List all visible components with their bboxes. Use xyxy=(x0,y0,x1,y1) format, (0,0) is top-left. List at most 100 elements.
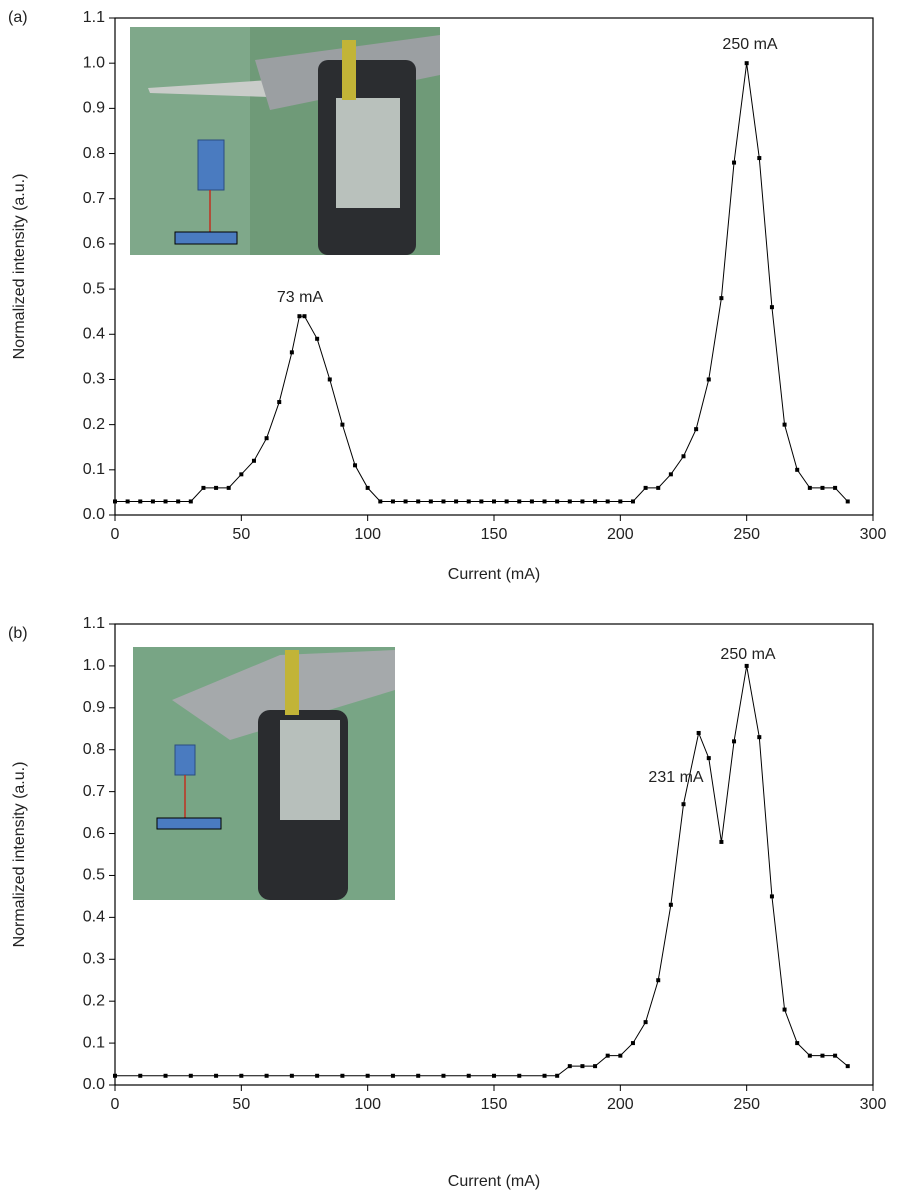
data-point xyxy=(807,485,812,490)
data-point xyxy=(668,902,673,907)
data-point xyxy=(214,485,219,490)
data-point xyxy=(833,1053,838,1058)
y-tick-label: 0.6 xyxy=(83,235,105,252)
data-point xyxy=(681,454,686,459)
y-tick-label: 0.3 xyxy=(83,371,105,388)
y-tick-label: 1.0 xyxy=(83,657,105,674)
data-point xyxy=(289,1073,294,1078)
y-axis-label: Normalized intensity (a.u.) xyxy=(11,174,28,360)
data-point xyxy=(201,485,206,490)
x-tick-label: 200 xyxy=(607,526,634,543)
annotation: 250 mA xyxy=(722,36,777,53)
data-point xyxy=(618,1053,623,1058)
data-point xyxy=(214,1073,219,1078)
data-point xyxy=(315,1073,320,1078)
data-point xyxy=(297,314,302,319)
y-tick-label: 0.0 xyxy=(83,506,105,523)
data-point xyxy=(605,1053,610,1058)
data-point xyxy=(416,499,421,504)
data-point xyxy=(277,400,282,405)
x-tick-label: 250 xyxy=(733,1096,760,1113)
data-point xyxy=(769,894,774,899)
data-point xyxy=(188,499,193,504)
data-point xyxy=(769,305,774,310)
data-point xyxy=(643,1020,648,1025)
data-point xyxy=(555,1073,560,1078)
data-point xyxy=(138,499,143,504)
data-point xyxy=(542,1073,547,1078)
data-point xyxy=(466,1073,471,1078)
data-point xyxy=(757,156,762,161)
y-tick-label: 0.4 xyxy=(83,909,105,926)
data-point xyxy=(264,436,269,441)
data-point xyxy=(656,978,661,983)
y-tick-label: 0.2 xyxy=(83,416,105,433)
data-point xyxy=(378,499,383,504)
y-tick-label: 0.0 xyxy=(83,1076,105,1093)
x-tick-label: 100 xyxy=(354,526,381,543)
x-tick-label: 150 xyxy=(481,526,508,543)
data-point xyxy=(820,485,825,490)
data-point xyxy=(365,485,370,490)
y-tick-label: 0.5 xyxy=(83,280,105,297)
data-point xyxy=(150,499,155,504)
data-point xyxy=(630,1041,635,1046)
y-tick-label: 0.6 xyxy=(83,825,105,842)
panel-label: (b) xyxy=(8,625,28,642)
data-point xyxy=(529,499,534,504)
data-line xyxy=(115,665,849,1077)
data-point xyxy=(845,499,850,504)
annotation: 73 mA xyxy=(277,289,324,306)
x-tick-label: 200 xyxy=(607,1096,634,1113)
x-tick-label: 250 xyxy=(733,526,760,543)
data-point xyxy=(492,499,496,504)
data-point xyxy=(593,499,598,504)
annotation: 250 mA xyxy=(720,646,775,663)
data-point xyxy=(782,1007,787,1012)
y-tick-label: 1.1 xyxy=(83,9,105,26)
data-point xyxy=(113,1073,117,1078)
data-point xyxy=(289,350,294,355)
y-tick-label: 0.5 xyxy=(83,867,105,884)
data-point xyxy=(668,472,673,477)
data-point xyxy=(820,1053,825,1058)
data-point xyxy=(795,467,800,472)
y-tick-label: 1.0 xyxy=(83,54,105,71)
data-point xyxy=(239,472,244,477)
data-point xyxy=(542,499,547,504)
y-axis-label: Normalized intensity (a.u.) xyxy=(11,762,28,948)
data-point xyxy=(681,802,686,807)
data-point xyxy=(251,458,256,463)
y-tick-label: 0.9 xyxy=(83,100,105,117)
data-point xyxy=(163,1073,168,1078)
data-point xyxy=(340,1073,345,1078)
data-point xyxy=(163,499,168,504)
data-point xyxy=(441,499,446,504)
data-line xyxy=(115,63,849,502)
x-tick-label: 300 xyxy=(860,526,887,543)
data-point xyxy=(226,485,231,490)
data-point xyxy=(833,485,838,490)
data-point xyxy=(630,499,635,504)
y-tick-label: 0.2 xyxy=(83,992,105,1009)
data-point xyxy=(390,499,395,504)
data-point xyxy=(732,160,737,165)
data-point xyxy=(517,499,522,504)
y-tick-label: 0.8 xyxy=(83,741,105,758)
data-point xyxy=(757,735,762,740)
data-point xyxy=(390,1073,395,1078)
data-point xyxy=(466,499,471,504)
y-tick-label: 0.3 xyxy=(83,950,105,967)
data-point xyxy=(340,422,345,427)
data-point xyxy=(706,756,711,761)
data-point xyxy=(744,663,749,668)
data-point xyxy=(567,1064,572,1069)
data-point xyxy=(176,499,181,504)
data-point xyxy=(719,296,724,301)
x-tick-label: 300 xyxy=(860,1096,887,1113)
data-point xyxy=(795,1041,800,1046)
data-point xyxy=(428,499,433,504)
data-point xyxy=(517,1073,522,1078)
data-point xyxy=(845,1064,850,1069)
inset-photo xyxy=(133,647,395,900)
